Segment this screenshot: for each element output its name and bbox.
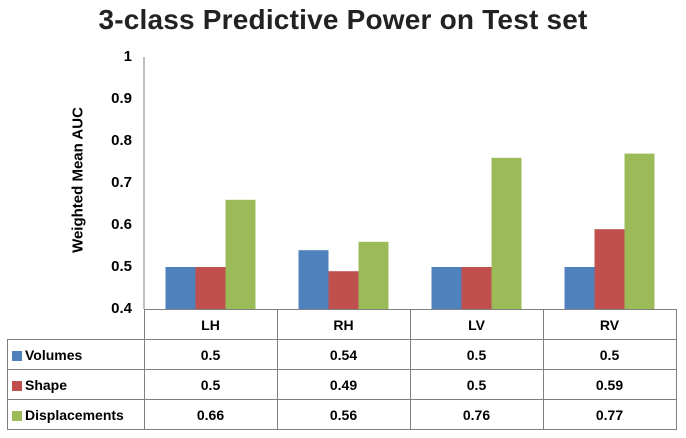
bar-volumes-lv — [431, 267, 462, 309]
data-label: 0.54 — [276, 339, 411, 370]
legend-entry-volumes: Volumes — [7, 339, 145, 370]
data-label: 0.66 — [143, 399, 278, 430]
data-label: 0.5 — [409, 369, 544, 400]
category-label: RH — [276, 309, 411, 340]
series-name: Shape — [25, 376, 68, 393]
data-label: 0.76 — [409, 399, 544, 430]
y-tick-label: 0.5 — [111, 258, 132, 275]
chart-title: 3-class Predictive Power on Test set — [98, 4, 588, 35]
legend-entry-displacements: Displacements — [7, 399, 145, 430]
data-label: 0.5 — [409, 339, 544, 370]
bar-shape-rv — [594, 229, 625, 309]
category-label: LH — [143, 309, 278, 340]
data-label: 0.5 — [542, 339, 677, 370]
series-name: Displacements — [25, 406, 124, 423]
bar-shape-lv — [461, 267, 492, 309]
bar-displacements-rv — [624, 153, 655, 309]
y-tick-label: 0.6 — [111, 216, 132, 233]
bar-volumes-rv — [564, 267, 595, 309]
y-tick-label: 0.9 — [111, 90, 132, 107]
legend-swatch-shape — [12, 380, 22, 391]
data-table: LH RH LV RV Volumes 0.5 0.54 0.5 0.5 Sha… — [7, 309, 677, 430]
table-corner — [7, 309, 145, 340]
data-label: 0.49 — [276, 369, 411, 400]
category-label: RV — [542, 309, 677, 340]
table-header-row: LH RH LV RV — [7, 309, 677, 340]
table-row-volumes: Volumes 0.5 0.54 0.5 0.5 — [7, 339, 677, 370]
legend-entry-shape: Shape — [7, 369, 145, 400]
bar-displacements-lv — [491, 157, 522, 309]
table-row-displacements: Displacements 0.66 0.56 0.76 0.77 — [7, 399, 677, 430]
data-label: 0.5 — [143, 369, 278, 400]
y-tick-label: 0.8 — [111, 132, 132, 149]
bar-volumes-lh — [165, 267, 196, 309]
data-label: 0.56 — [276, 399, 411, 430]
bar-displacements-rh — [358, 241, 389, 309]
y-tick-label: 1 — [123, 48, 132, 65]
bar-displacements-lh — [225, 199, 256, 309]
legend-swatch-volumes — [12, 350, 22, 361]
data-label: 0.77 — [542, 399, 677, 430]
data-label: 0.59 — [542, 369, 677, 400]
data-label: 0.5 — [143, 339, 278, 370]
table-row-shape: Shape 0.5 0.49 0.5 0.59 — [7, 369, 677, 400]
series-name: Volumes — [25, 346, 83, 363]
bar-volumes-rh — [298, 250, 329, 309]
bar-group — [165, 153, 655, 309]
bar-shape-rh — [328, 271, 359, 309]
legend-swatch-displacements — [12, 410, 22, 421]
y-tick-label: 0.7 — [111, 174, 132, 191]
bar-shape-lh — [195, 267, 226, 309]
category-label: LV — [409, 309, 544, 340]
